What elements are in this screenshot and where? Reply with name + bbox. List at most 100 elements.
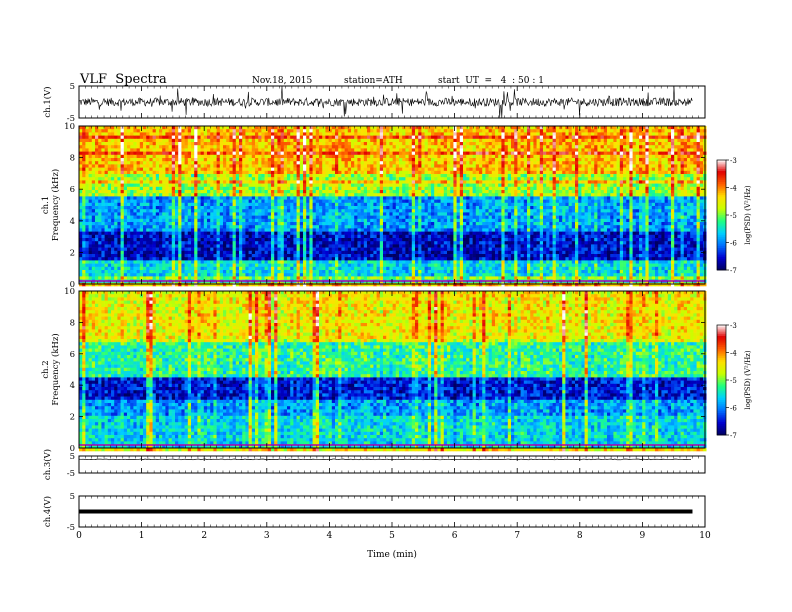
spectrogram-cell bbox=[581, 184, 585, 188]
spectrogram-cell bbox=[613, 145, 617, 149]
spectrogram-cell bbox=[402, 132, 406, 136]
spectrogram-cell bbox=[108, 161, 112, 165]
spectrogram-cell bbox=[415, 196, 419, 200]
spectrogram-cell bbox=[284, 142, 288, 146]
spectrogram-cell bbox=[297, 193, 301, 197]
spectrogram-cell bbox=[658, 161, 662, 165]
spectrogram-cell bbox=[175, 174, 179, 178]
spectrogram-cell bbox=[389, 184, 393, 188]
spectrogram-cell bbox=[101, 187, 105, 191]
spectrogram-cell bbox=[236, 126, 240, 130]
spectrogram-cell bbox=[124, 142, 128, 146]
spectrogram-cell bbox=[354, 136, 358, 140]
spectrogram-cell bbox=[505, 158, 509, 162]
spectrogram-cell bbox=[697, 132, 701, 136]
spectrogram-cell bbox=[245, 126, 249, 130]
spectrogram-cell bbox=[277, 171, 281, 175]
spectrogram-cell bbox=[434, 187, 438, 191]
spectrogram-cell bbox=[117, 193, 121, 197]
spectrogram-cell bbox=[229, 184, 233, 188]
spectrogram-cell bbox=[639, 187, 643, 191]
spectrogram-cell bbox=[681, 132, 685, 136]
spectrogram-cell bbox=[668, 129, 672, 133]
spectrogram-cell bbox=[332, 187, 336, 191]
spectrogram-cell bbox=[303, 184, 307, 188]
spectrogram-cell bbox=[639, 126, 643, 130]
spectrogram-cell bbox=[553, 187, 557, 191]
spectrogram-cell bbox=[671, 155, 675, 159]
spectrogram-cell bbox=[604, 148, 608, 152]
spectrogram-cell bbox=[156, 203, 160, 207]
spectrogram-cell bbox=[268, 164, 272, 168]
spectrogram-cell bbox=[466, 193, 470, 197]
spectrogram-cell bbox=[405, 171, 409, 175]
spectrogram-cell bbox=[361, 184, 365, 188]
spectrogram-cell bbox=[645, 180, 649, 184]
spectrogram-cell bbox=[620, 139, 624, 143]
spectrogram-cell bbox=[633, 164, 637, 168]
spectrogram-cell bbox=[533, 190, 537, 194]
spectrogram-cell bbox=[159, 200, 163, 204]
spectrogram-cell bbox=[249, 190, 253, 194]
spectrogram-cell bbox=[508, 187, 512, 191]
spectrogram-cell bbox=[533, 152, 537, 156]
spectrogram-cell bbox=[521, 177, 525, 181]
spectrogram-cell bbox=[527, 148, 531, 152]
spectrogram-cell bbox=[575, 161, 579, 165]
spectrogram-cell bbox=[604, 155, 608, 159]
spectrogram-cell bbox=[633, 200, 637, 204]
spectrogram-cell bbox=[434, 168, 438, 172]
spectrogram-cell bbox=[473, 187, 477, 191]
spectrogram-cell bbox=[639, 196, 643, 200]
spectrogram-cell bbox=[700, 177, 704, 181]
spectrogram-cell bbox=[428, 168, 432, 172]
spectrogram-cell bbox=[501, 200, 505, 204]
spectrogram-cell bbox=[111, 132, 115, 136]
spectrogram-cell bbox=[521, 184, 525, 188]
spectrogram-cell bbox=[396, 136, 400, 140]
spectrogram-cell bbox=[383, 174, 387, 178]
spectrogram-cell bbox=[569, 126, 573, 130]
spectrogram-cell bbox=[284, 161, 288, 165]
spectrogram-cell bbox=[169, 132, 173, 136]
spectrogram-cell bbox=[402, 174, 406, 178]
spectrogram-cell bbox=[114, 200, 118, 204]
spectrogram-cell bbox=[245, 177, 249, 181]
spectrogram-cell bbox=[690, 196, 694, 200]
spectrogram-cell bbox=[485, 148, 489, 152]
spectrogram-cell bbox=[281, 196, 285, 200]
spectrogram-cell bbox=[306, 196, 310, 200]
spectrogram-cell bbox=[185, 168, 189, 172]
spectrogram-cell bbox=[588, 136, 592, 140]
spectrogram-cell bbox=[553, 142, 557, 146]
spectrogram-cell bbox=[697, 126, 701, 130]
spectrogram-cell bbox=[306, 145, 310, 149]
spectrogram-cell bbox=[114, 139, 118, 143]
spectrogram-cell bbox=[530, 136, 534, 140]
spectrogram-cell bbox=[642, 139, 646, 143]
spectrogram-cell bbox=[268, 132, 272, 136]
spectrogram-cell bbox=[300, 171, 304, 175]
spectrogram-cell bbox=[361, 187, 365, 191]
spectrogram-cell bbox=[380, 126, 384, 130]
spectrogram-cell bbox=[428, 180, 432, 184]
spectrogram-cell bbox=[143, 161, 147, 165]
spectrogram-cell bbox=[322, 177, 326, 181]
spectrogram-cell bbox=[329, 158, 333, 162]
spectrogram-cell bbox=[457, 184, 461, 188]
spectrogram-cell bbox=[348, 152, 352, 156]
spectrogram-cell bbox=[143, 187, 147, 191]
spectrogram-cell bbox=[629, 177, 633, 181]
spectrogram-cell bbox=[361, 180, 365, 184]
spectrogram-cell bbox=[437, 129, 441, 133]
spectrogram-cell bbox=[89, 168, 93, 172]
spectrogram-cell bbox=[181, 142, 185, 146]
spectrogram-cell bbox=[322, 203, 326, 207]
spectrogram-cell bbox=[521, 168, 525, 172]
spectrogram-cell bbox=[642, 152, 646, 156]
spectrogram-cell bbox=[348, 180, 352, 184]
spectrogram-cell bbox=[479, 152, 483, 156]
spectrogram-cell bbox=[335, 184, 339, 188]
spectrogram-cell bbox=[201, 142, 205, 146]
spectrogram-cell bbox=[437, 168, 441, 172]
